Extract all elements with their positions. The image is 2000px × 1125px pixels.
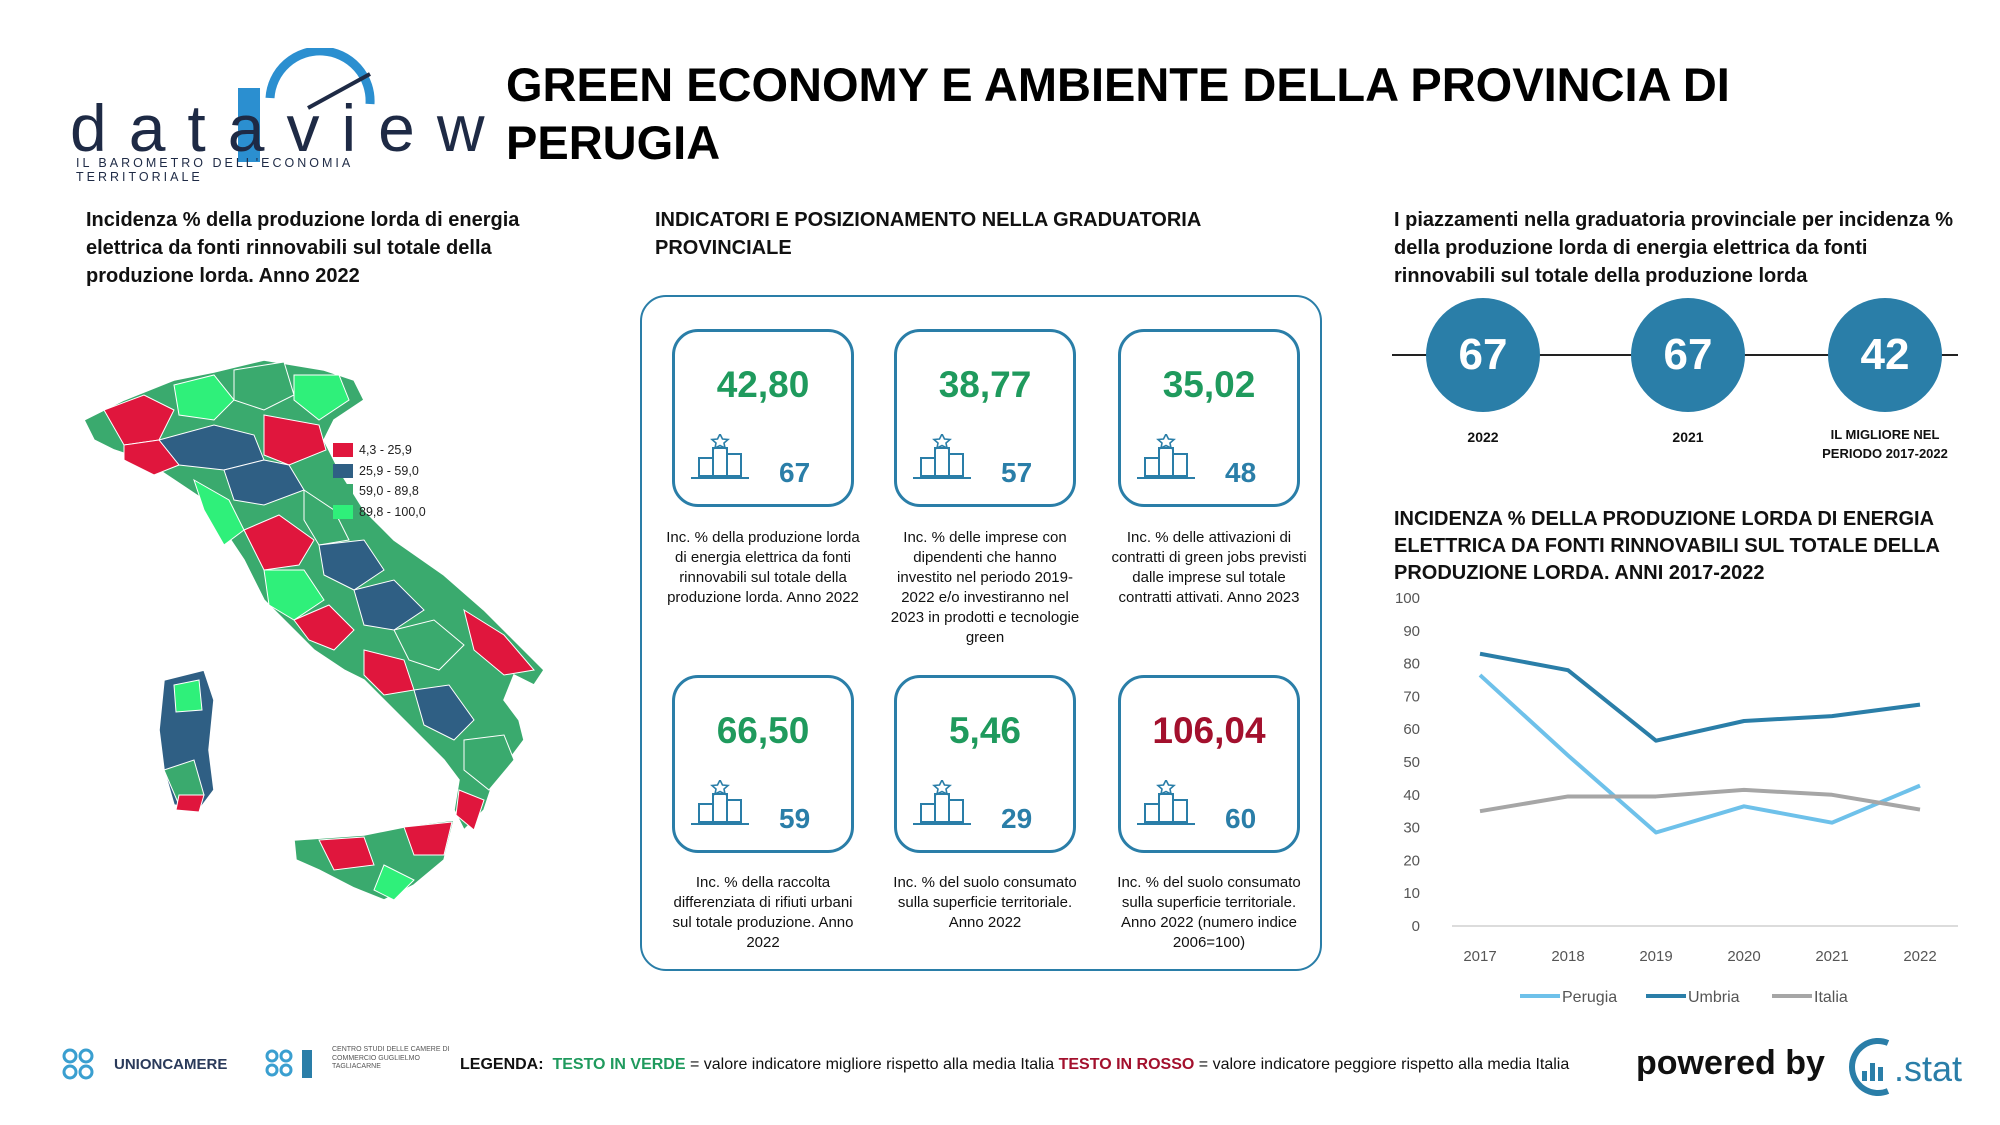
logo-wordmark: dataview [70,91,507,165]
legenda-green-desc: = valore indicatore migliore rispetto al… [689,1056,1055,1073]
page-title: GREEN ECONOMY E AMBIENTE DELLA PROVINCIA… [506,58,1730,169]
indicator-rank: 60 [1225,803,1257,834]
indicator-rank: 67 [779,457,811,488]
indicator-card: 42,80 67 [672,329,854,507]
indicator-description: Inc. % delle attivazioni di contratti di… [1111,529,1307,606]
ranking-label-2022: 2022 [1467,429,1499,445]
cstat-c-icon [1849,1038,1890,1096]
dataview-logo: dataview IL BAROMETRO DELL'ECONOMIA TERR… [70,48,485,184]
powered-by-label: powered by [1636,1044,1825,1082]
indicator-description: Inc. % del suolo consumato sulla superfi… [893,874,1077,931]
y-tick-label: 90 [1403,623,1420,640]
y-tick-label: 60 [1403,721,1420,738]
ranking-circle-2021: 67 [1631,298,1745,412]
footer: UNIONCAMERE CENTRO STUDI DELLE CAMERE DI… [0,1030,2000,1100]
indicators-title: INDICATORI E POSIZIONAMENTO NELLA GRADUA… [655,209,1201,259]
ranking-title: I piazzamenti nella graduatoria provinci… [1394,209,1954,287]
chart-title: INCIDENZA % DELLA PRODUZIONE LORDA DI EN… [1394,508,1940,584]
indicator-card: 66,50 59 [672,675,854,853]
x-tick-label: 2021 [1815,948,1848,965]
indicator-card: 5,46 29 [894,675,1076,853]
logo-gauge-icon [238,48,375,162]
legenda-red-desc: = valore indicatore peggiore rispetto al… [1198,1056,1570,1073]
legend-swatch [333,443,353,458]
indicator-description: Inc. % del suolo consumato sulla superfi… [1117,874,1301,951]
indicator-card: 38,77 57 [894,329,1076,507]
indicator-value: 35,02 [1162,364,1256,405]
y-tick-label: 20 [1403,852,1420,869]
legend-swatch [333,463,353,478]
ranking-label-best: IL MIGLIORE NEL PERIODO 2017-2022 [1822,427,1948,461]
unioncamere-label: UNIONCAMERE [114,1056,228,1073]
cstat-logo: .stat [1849,1038,1962,1096]
legend-label: 4,3 - 25,9 [359,443,412,458]
indicator-rank: 57 [1001,457,1033,488]
y-tick-label: 10 [1403,885,1420,902]
line-chart: 0 10 20 30 40 50 60 70 80 90 100 2017 2018 2019 2020 20… [1395,590,1958,1006]
x-tick-label: 2019 [1639,948,1672,965]
indicators-panel [640,295,1322,971]
legenda-label: LEGENDA: [460,1056,544,1073]
map-legend-item: 59,0 - 89,8 [333,481,426,502]
legend-label: 89,8 - 100,0 [359,504,426,519]
indicator-description: Inc. % della raccolta differenziata di r… [672,874,854,951]
y-tick-label: 50 [1403,754,1420,771]
italy-map [82,359,545,901]
tagliacarne-label: CENTRO STUDI DELLE CAMERE DI COMMERCIO G… [332,1046,450,1070]
legend-label-perugia: Perugia [1562,989,1617,1006]
legend-label: 25,9 - 59,0 [359,463,419,478]
y-tick-label: 80 [1403,656,1420,673]
indicator-value: 66,50 [716,710,810,751]
ranking-circle-2022: 67 [1426,298,1540,412]
legend-swatch [333,504,353,519]
map-legend-item: 25,9 - 59,0 [333,461,426,482]
podium-icon [691,780,749,825]
ranking-circle-best: 42 [1828,298,1942,412]
legenda-green-text: TESTO IN VERDE [552,1056,686,1073]
podium-icon [1137,780,1195,825]
series-line-perugia [1478,673,1921,835]
indicator-rank: 59 [779,803,811,834]
unioncamere-logo-icon [62,1048,94,1080]
indicator-card: 106,04 60 [1118,675,1300,853]
y-tick-label: 30 [1403,820,1420,837]
ranking-label-2021: 2021 [1672,429,1704,445]
indicator-rank: 48 [1225,457,1257,488]
podium-icon [913,434,971,479]
footer-legend: LEGENDA: TESTO IN VERDE = valore indicat… [460,1056,1569,1074]
legend-label-italia: Italia [1814,989,1848,1006]
legend-label-umbria: Umbria [1688,989,1740,1006]
y-tick-label: 40 [1403,787,1420,804]
legenda-red-text: TESTO IN ROSSO [1058,1056,1195,1073]
cstat-text: .stat [1894,1048,1962,1089]
map-title: Incidenza % della produzione lorda di en… [86,209,520,287]
y-tick-label: 100 [1395,590,1420,607]
podium-icon [691,434,749,479]
map-legend-item: 89,8 - 100,0 [333,502,426,523]
indicator-description: Inc. % delle imprese con dipendenti che … [890,529,1080,646]
indicator-card: 35,02 48 [1118,329,1300,507]
indicator-description: Inc. % della produzione lorda di energia… [666,529,860,606]
y-tick-label: 0 [1412,918,1420,935]
map-legend: 4,3 - 25,9 25,9 - 59,0 59,0 - 89,8 89,8 … [333,440,426,522]
indicator-value: 38,77 [938,364,1032,405]
x-tick-label: 2018 [1551,948,1584,965]
series-line-umbria [1479,651,1921,743]
x-tick-label: 2020 [1727,948,1760,965]
podium-icon [913,780,971,825]
y-tick-label: 70 [1403,688,1420,705]
map-legend-item: 4,3 - 25,9 [333,440,426,461]
podium-icon [1137,434,1195,479]
legend-swatch [333,484,353,499]
legend-label: 59,0 - 89,8 [359,484,419,499]
x-tick-label: 2017 [1463,948,1496,965]
indicator-value: 42,80 [716,364,810,405]
indicator-rank: 29 [1001,803,1033,834]
indicator-value: 5,46 [948,710,1021,751]
series-line-italia [1479,787,1921,814]
tagliacarne-logo-icon [265,1049,312,1078]
indicator-value: 106,04 [1152,710,1266,751]
logo-tagline: IL BAROMETRO DELL'ECONOMIA TERRITORIALE [76,156,353,184]
x-tick-label: 2022 [1903,948,1936,965]
